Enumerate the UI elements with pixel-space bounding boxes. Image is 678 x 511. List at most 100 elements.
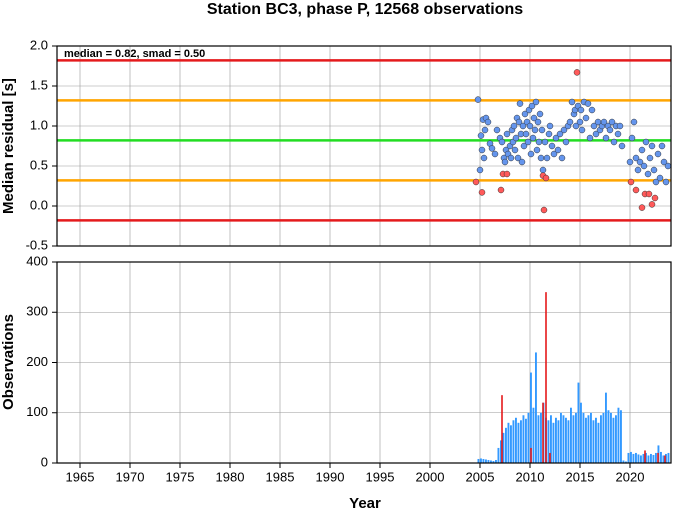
histogram-bar	[522, 415, 525, 463]
histogram-bar	[512, 420, 515, 463]
histogram-bar	[590, 412, 592, 463]
data-point	[493, 126, 501, 134]
data-point	[474, 96, 482, 103]
chart-title: Station BC3, phase P, 12568 observations	[207, 1, 523, 18]
data-point	[512, 134, 520, 142]
data-point	[518, 158, 526, 166]
data-point	[628, 134, 636, 142]
data-point	[535, 138, 543, 146]
data-point	[536, 110, 544, 118]
data-point	[532, 98, 540, 106]
histogram-bar	[660, 451, 662, 463]
histogram-bar	[617, 407, 620, 463]
data-point	[582, 114, 590, 122]
y-tick-label: 0	[41, 454, 48, 469]
histogram-bar	[550, 415, 552, 463]
histogram-bar	[645, 452, 647, 463]
data-point	[588, 106, 596, 114]
data-point	[634, 166, 642, 174]
data-point	[540, 206, 548, 214]
data-point	[478, 189, 486, 196]
data-point	[530, 114, 538, 122]
data-point	[632, 154, 640, 162]
histogram-bar	[547, 420, 550, 463]
data-point	[524, 138, 532, 146]
histogram-bar	[527, 412, 530, 463]
data-point	[526, 122, 534, 130]
histogram-bar	[560, 412, 562, 463]
data-point	[511, 146, 519, 154]
data-point	[606, 126, 614, 134]
y-tick-label: 1.5	[30, 77, 48, 92]
y-tick-label: 100	[26, 404, 48, 419]
histogram-bar	[497, 447, 500, 463]
data-point	[556, 130, 564, 138]
y-tick-label: 0.5	[30, 157, 48, 172]
data-point	[654, 150, 662, 158]
data-point	[527, 150, 535, 158]
data-point	[590, 122, 598, 130]
spike-bar	[530, 447, 532, 463]
histogram-bar	[637, 454, 640, 463]
data-point	[638, 204, 646, 211]
data-point	[491, 150, 499, 158]
data-point	[568, 98, 576, 106]
histogram-bar	[570, 407, 572, 463]
data-point	[562, 138, 570, 146]
spike-bar	[644, 450, 646, 463]
plot-area	[57, 46, 671, 246]
histogram-bar	[605, 392, 607, 463]
x-tick-label: 1995	[366, 469, 395, 484]
histogram-bar	[510, 425, 512, 463]
histogram-bar	[535, 352, 537, 463]
spike-bar	[545, 292, 547, 463]
data-point	[531, 126, 539, 134]
histogram-bar	[655, 452, 657, 463]
histogram-bar	[565, 417, 567, 463]
data-point	[548, 142, 556, 150]
plot-area	[57, 262, 671, 463]
histogram-bar	[502, 432, 505, 463]
data-point	[640, 162, 648, 170]
data-point	[534, 118, 542, 126]
histogram-bar	[580, 402, 582, 463]
data-point	[608, 118, 616, 126]
histogram-bar	[485, 459, 487, 463]
data-point	[560, 126, 568, 134]
histogram-bar	[615, 415, 617, 463]
data-point	[576, 118, 584, 126]
annotation: median = 0.82, smad = 0.50	[64, 48, 205, 60]
y-tick-label: 2.0	[30, 37, 48, 52]
x-tick-label: 1970	[116, 469, 145, 484]
data-point	[652, 178, 660, 186]
data-point	[546, 122, 554, 130]
histogram-bar	[652, 454, 655, 463]
data-point	[627, 178, 635, 186]
histogram-bar	[577, 382, 580, 463]
data-point	[626, 158, 634, 166]
data-point	[488, 145, 496, 152]
histogram-bar	[572, 415, 575, 463]
data-point	[610, 138, 618, 146]
histogram-bar	[647, 455, 650, 463]
spike-bar	[657, 452, 659, 463]
plot-frame	[56, 45, 672, 247]
data-point	[539, 166, 547, 174]
data-point	[533, 146, 541, 154]
histogram-bar	[505, 427, 507, 463]
data-point	[543, 154, 551, 162]
data-point	[476, 166, 484, 174]
histogram-bar	[530, 372, 532, 463]
data-point	[566, 118, 574, 126]
data-point	[638, 146, 646, 154]
data-point	[503, 170, 511, 178]
data-point	[616, 122, 624, 130]
data-point	[545, 130, 553, 138]
x-tick-label: 2010	[516, 469, 545, 484]
histogram-bar	[650, 453, 652, 463]
histogram-bar	[600, 415, 602, 463]
histogram-bar	[575, 412, 577, 463]
histogram-bar	[540, 412, 542, 463]
data-point	[514, 154, 522, 162]
